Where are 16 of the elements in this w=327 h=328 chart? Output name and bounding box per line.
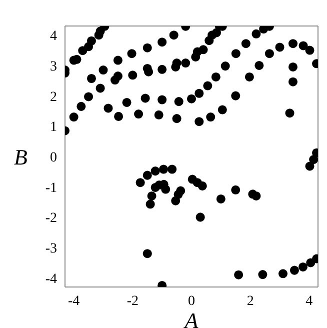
x-tick-label: -2 [126, 294, 138, 309]
y-tick-label: 4 [50, 29, 57, 44]
y-tick-label: 1 [50, 120, 57, 136]
x-tick-label: 4 [306, 294, 313, 309]
y-tick-label: -1 [45, 180, 57, 196]
y-tick-label: -2 [45, 211, 57, 226]
y-axis-title: B [14, 144, 28, 170]
x-axis-title: A [182, 308, 199, 328]
x-tick-label: 0 [188, 294, 195, 309]
y-tick-label: -4 [45, 272, 57, 287]
y-tick-label: 0 [50, 150, 57, 166]
y-tick-label: -3 [45, 242, 57, 257]
y-tick-label: 2 [50, 90, 57, 105]
x-tick-label: 2 [246, 294, 254, 309]
x-tick-label: -4 [68, 294, 80, 309]
y-tick-label: 3 [50, 59, 57, 74]
